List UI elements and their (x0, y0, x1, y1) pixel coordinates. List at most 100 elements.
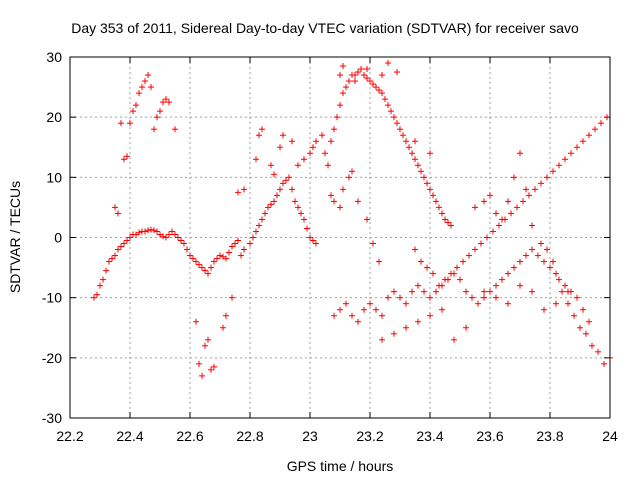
data-point (103, 267, 109, 274)
data-point (421, 174, 427, 181)
y-tick-label: -10 (42, 290, 62, 306)
data-point (238, 252, 244, 259)
data-point (337, 204, 343, 211)
data-point (361, 306, 367, 313)
data-point (199, 372, 205, 379)
data-point (418, 258, 424, 265)
data-point (355, 198, 361, 205)
x-tick-label: 22.8 (236, 428, 263, 444)
data-point (361, 72, 367, 79)
data-point (436, 204, 442, 211)
data-point (142, 228, 148, 235)
data-point (544, 246, 550, 253)
data-point (487, 192, 493, 199)
data-point (130, 108, 136, 115)
data-point (367, 78, 373, 85)
data-point (229, 243, 235, 250)
data-point (403, 300, 409, 307)
data-point (211, 258, 217, 265)
data-point (403, 324, 409, 331)
data-point (517, 258, 523, 265)
data-point (283, 177, 289, 184)
data-point (553, 300, 559, 307)
data-point (523, 186, 529, 193)
data-point (595, 348, 601, 355)
data-point (424, 180, 430, 187)
data-point (457, 276, 463, 283)
data-point (178, 237, 184, 244)
data-point (121, 240, 127, 247)
data-point (223, 312, 229, 319)
data-point (121, 156, 127, 163)
data-point (145, 227, 151, 234)
data-point (592, 126, 598, 133)
data-point (379, 312, 385, 319)
data-point (232, 240, 238, 247)
x-tick-label: 22.4 (116, 428, 143, 444)
data-point (382, 96, 388, 103)
data-point (313, 240, 319, 247)
data-point (241, 186, 247, 193)
data-point (472, 246, 478, 253)
axis-ticks: 22.2 22.4 22.6 22.8 23 23.2 23.4 23.6 23.8 24 -30 -… (42, 49, 618, 444)
data-point (328, 138, 334, 145)
data-point (526, 192, 532, 199)
data-point (499, 276, 505, 283)
data-point (529, 246, 535, 253)
data-point (346, 78, 352, 85)
data-point (277, 186, 283, 193)
data-point (535, 252, 541, 259)
data-point (166, 99, 172, 106)
data-point (340, 63, 346, 70)
data-point (97, 282, 103, 289)
data-point (166, 231, 172, 238)
data-point (478, 240, 484, 247)
data-point (553, 270, 559, 277)
data-point (256, 222, 262, 229)
grid-lines (70, 57, 610, 418)
data-point (391, 330, 397, 337)
data-points (91, 60, 613, 379)
data-point (481, 294, 487, 301)
data-point (352, 78, 358, 85)
data-point (568, 150, 574, 157)
data-point (433, 198, 439, 205)
data-point (460, 258, 466, 265)
data-point (211, 363, 217, 370)
data-point (214, 255, 220, 262)
data-point (505, 198, 511, 205)
data-point (436, 282, 442, 289)
data-point (547, 264, 553, 271)
data-point (391, 114, 397, 121)
data-point (454, 264, 460, 271)
x-tick-label: 23.4 (416, 428, 443, 444)
data-point (331, 312, 337, 319)
x-tick-label: 23.8 (536, 428, 563, 444)
data-point (580, 138, 586, 145)
data-point (601, 360, 607, 367)
data-point (154, 114, 160, 121)
data-point (259, 126, 265, 133)
data-point (343, 84, 349, 91)
data-point (307, 234, 313, 241)
data-point (94, 291, 100, 298)
data-point (376, 258, 382, 265)
data-point (280, 132, 286, 139)
data-point (532, 186, 538, 193)
data-point (235, 189, 241, 196)
data-point (529, 222, 535, 229)
data-point (331, 198, 337, 205)
y-tick-label: 20 (46, 109, 62, 125)
data-point (301, 216, 307, 223)
data-point (208, 366, 214, 373)
data-point (259, 216, 265, 223)
data-point (118, 120, 124, 127)
data-point (205, 270, 211, 277)
data-point (472, 204, 478, 211)
data-point (136, 229, 142, 236)
x-tick-label: 24 (602, 428, 618, 444)
data-point (511, 264, 517, 271)
data-point (493, 210, 499, 217)
data-point (256, 132, 262, 139)
data-point (118, 243, 124, 250)
